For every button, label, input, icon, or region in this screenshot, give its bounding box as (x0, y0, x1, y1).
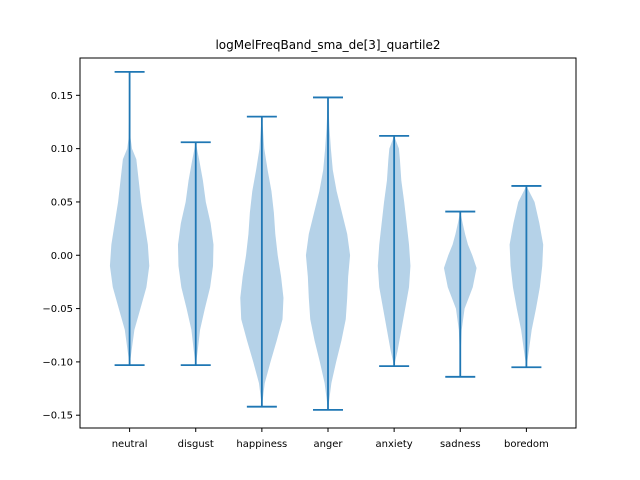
plot-frame (79, 57, 577, 429)
x-tick-label-happiness: happiness (236, 439, 287, 450)
y-axis: −0.15 −0.10 −0.05 0.00 0.05 0.10 0.15 (42, 91, 80, 422)
x-tick-label-sadness: sadness (440, 439, 481, 450)
y-tick-label: 0.10 (51, 144, 73, 155)
y-tick-label: 0.00 (51, 251, 73, 262)
y-tick-label: −0.10 (42, 357, 73, 368)
x-tick-label-anger: anger (313, 439, 343, 450)
x-tick-label-neutral: neutral (112, 439, 148, 450)
y-tick-label: −0.15 (42, 411, 73, 422)
y-tick-label: 0.15 (51, 91, 73, 102)
x-tick-label-anxiety: anxiety (376, 439, 413, 450)
x-tick-label-disgust: disgust (178, 439, 214, 450)
violin-group (109, 70, 544, 411)
chart-title: logMelFreqBand_sma_de[3]_quartile2 (215, 38, 440, 52)
y-tick-label: 0.05 (51, 197, 73, 208)
x-axis: neutral disgust happiness anger anxiety sadne… (112, 428, 549, 450)
x-tick-label-boredom: boredom (504, 439, 549, 450)
y-tick-label: −0.05 (42, 304, 73, 315)
